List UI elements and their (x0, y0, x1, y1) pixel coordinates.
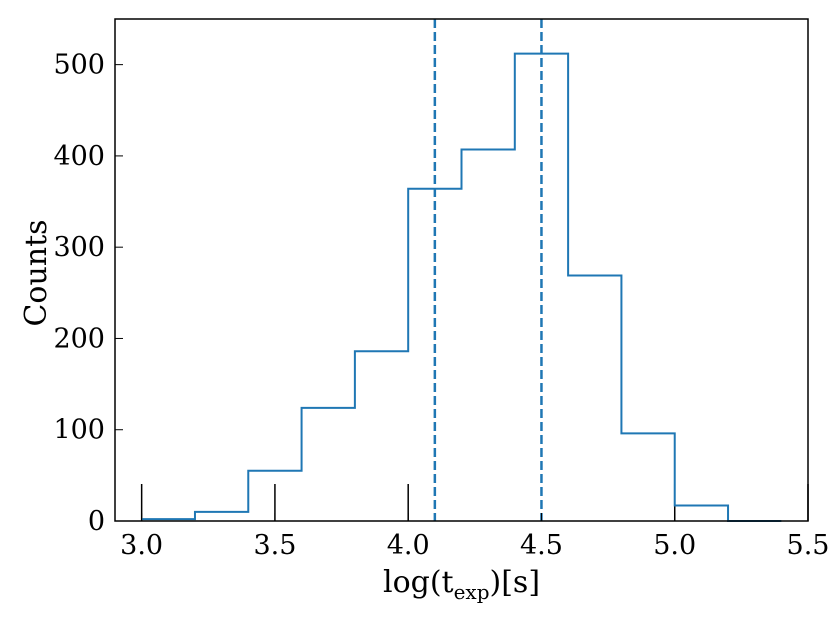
y-tick-label: 400 (53, 141, 105, 172)
y-tick-label: 500 (53, 50, 105, 81)
x-tick-label: 4.0 (387, 530, 430, 561)
x-tick-label: 4.5 (520, 530, 563, 561)
histogram-step-line (141, 52, 782, 522)
y-tick-label: 200 (53, 323, 105, 354)
y-axis-label: Counts (19, 219, 54, 326)
reference-lines (433, 19, 543, 521)
x-tick-label: 5.5 (787, 530, 830, 561)
y-tick-label: 100 (53, 415, 105, 446)
x-axis-label: log(texp)[s] (383, 565, 540, 604)
x-tick-label: 3.0 (120, 530, 163, 561)
x-tick-label: 5.0 (653, 530, 696, 561)
y-tick-label: 0 (88, 506, 105, 537)
y-tick-label: 300 (53, 232, 105, 263)
plot-frame (114, 18, 809, 522)
x-axis-ticks: 3.0 3.5 4.0 4.5 5.0 5.5 (120, 513, 829, 561)
x-tick-label: 3.5 (253, 530, 296, 561)
y-axis-ticks: 0 100 200 300 400 500 (53, 50, 123, 537)
rug-marks (140, 484, 809, 521)
